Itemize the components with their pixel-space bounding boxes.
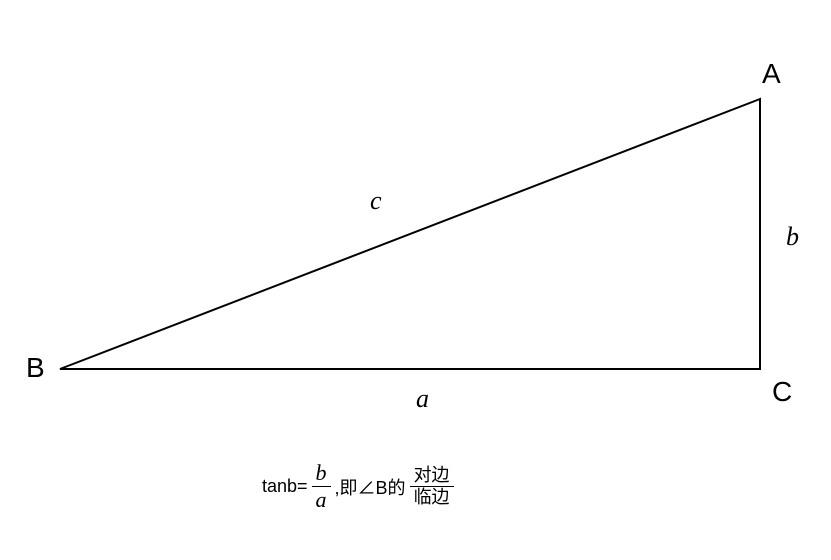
vertex-label-C: C — [772, 376, 792, 408]
vertex-B-text: B — [26, 352, 45, 383]
frac2-den: 临边 — [410, 487, 454, 509]
frac1-num: b — [312, 460, 331, 486]
vertex-A-text: A — [762, 58, 781, 89]
side-b-text: b — [786, 222, 799, 251]
formula-mid: ,即∠B的 — [335, 474, 406, 500]
vertex-C-text: C — [772, 376, 792, 407]
tangent-formula: tanb= b a ,即∠B的 对边 临边 — [262, 460, 458, 514]
formula-fraction-opp-adj: 对边 临边 — [410, 465, 454, 509]
frac2-num: 对边 — [410, 465, 454, 487]
right-triangle — [60, 99, 760, 369]
formula-prefix: tanb= — [262, 476, 308, 497]
side-label-c: c — [370, 186, 382, 216]
side-label-a: a — [416, 384, 429, 414]
side-c-text: c — [370, 186, 382, 215]
side-label-b: b — [786, 222, 799, 252]
side-a-text: a — [416, 384, 429, 413]
formula-fraction-ba: b a — [312, 460, 331, 514]
vertex-label-B: B — [26, 352, 45, 384]
frac1-den: a — [312, 487, 331, 513]
diagram-canvas: A B C c b a tanb= b a ,即∠B的 对边 临边 — [0, 0, 831, 560]
vertex-label-A: A — [762, 58, 781, 90]
